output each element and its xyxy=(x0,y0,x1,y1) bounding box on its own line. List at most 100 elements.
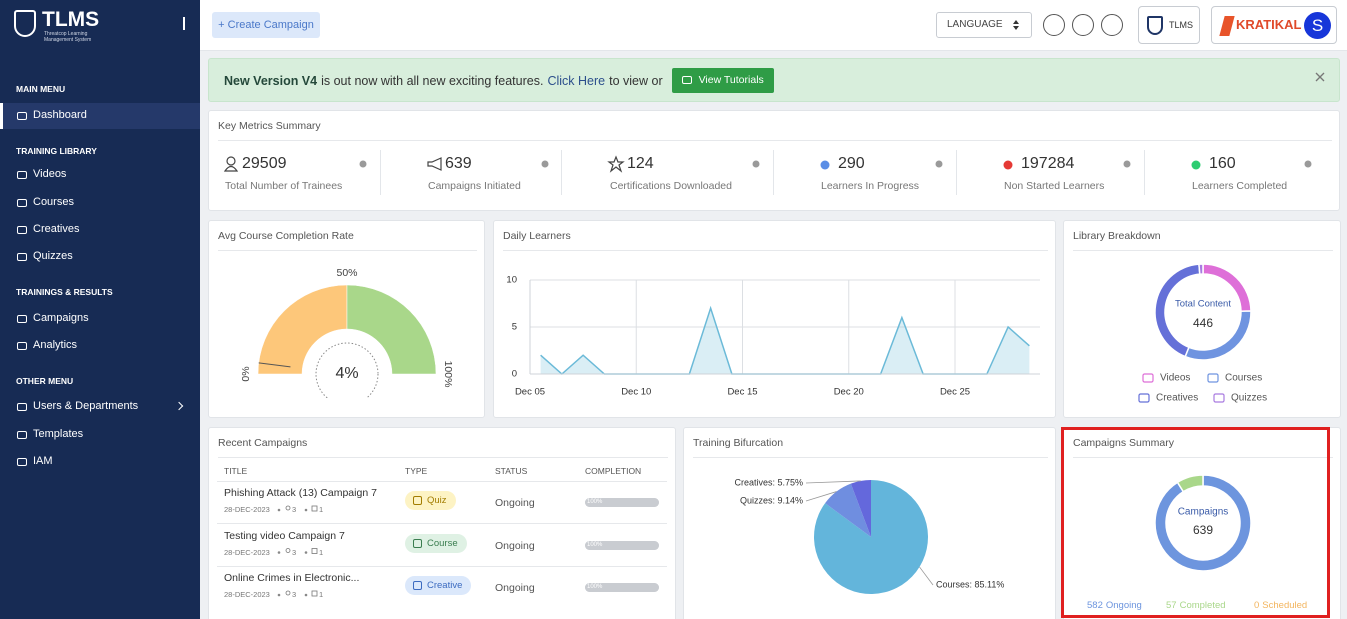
menu-section-title: OTHER MENU xyxy=(16,376,74,386)
table-header: STATUS xyxy=(495,466,528,476)
metric-divider xyxy=(380,150,381,195)
progress-label: 100% xyxy=(587,499,603,505)
campaign-title[interactable]: Online Crimes in Electronic... xyxy=(224,572,360,584)
language-select[interactable]: LANGUAGE xyxy=(936,12,1032,38)
card-title: Avg Course Completion Rate xyxy=(218,230,354,242)
menu-item[interactable]: Campaigns xyxy=(0,306,200,332)
select-arrow xyxy=(1013,20,1019,24)
menu-icon xyxy=(17,431,27,439)
metric-value: 197284 xyxy=(1021,155,1075,172)
metric-label: Total Number of Trainees xyxy=(225,180,343,192)
menu-section-title: TRAINING LIBRARY xyxy=(16,146,97,156)
table-rule xyxy=(217,523,667,524)
card-divider xyxy=(503,250,1048,251)
user-avatar[interactable]: S xyxy=(1304,12,1331,39)
menu-item[interactable]: Courses xyxy=(0,190,200,216)
card-divider xyxy=(1073,457,1333,458)
banner-suffix: to view or xyxy=(609,73,663,88)
icon-button[interactable] xyxy=(1072,14,1094,36)
table-rule xyxy=(217,481,667,482)
menu-icon xyxy=(17,315,27,323)
menu-icon xyxy=(17,171,27,179)
menu-item[interactable]: Videos xyxy=(0,162,200,188)
summary-legend: 0 Scheduled xyxy=(1254,600,1307,611)
menu-label: Creatives xyxy=(33,223,80,235)
campaign-title[interactable]: Phishing Attack (13) Campaign 7 xyxy=(224,487,377,499)
partner-mark xyxy=(1219,16,1235,36)
campaign-date: 28-DEC-2023 xyxy=(224,547,270,557)
icon-button[interactable] xyxy=(1043,14,1065,36)
campaign-status: Ongoing xyxy=(495,539,535,552)
menu-section-title: TRAININGS & RESULTS xyxy=(16,287,113,297)
campaign-modules: 1 xyxy=(319,505,324,514)
card-title: Library Breakdown xyxy=(1073,230,1161,242)
type-badge: Creative xyxy=(405,576,472,595)
card-title: Daily Learners xyxy=(503,230,571,242)
banner-link[interactable]: Click Here xyxy=(547,73,606,88)
metric-value: 29509 xyxy=(242,155,287,172)
menu-label: IAM xyxy=(33,455,53,467)
metric-divider xyxy=(956,150,957,195)
campaign-users: 3 xyxy=(292,547,297,557)
card-title: Campaigns Summary xyxy=(1073,437,1174,449)
collapse-button[interactable] xyxy=(176,17,185,30)
banner: New Version V4 is out now with all new ex… xyxy=(208,58,1340,102)
menu-label: Quizzes xyxy=(33,250,73,262)
select-arrow xyxy=(1013,26,1019,30)
metric-label: Learners Completed xyxy=(1192,180,1288,192)
create-campaign-button[interactable]: + Create Campaign xyxy=(212,12,320,38)
campaign-users: 3 xyxy=(292,505,297,514)
menu-item[interactable]: Creatives xyxy=(0,217,200,243)
summary-legend: 582 Ongoing xyxy=(1087,600,1142,611)
metric-divider xyxy=(561,150,562,195)
menu-item[interactable]: Templates xyxy=(0,422,200,448)
banner-text: New Version V4 is out now with all new ex… xyxy=(224,68,774,93)
campaign-title[interactable]: Testing video Campaign 7 xyxy=(224,529,345,542)
icon-button[interactable] xyxy=(1101,14,1123,36)
legend-name: Scheduled xyxy=(1262,600,1308,611)
menu-item[interactable]: Users & Departments xyxy=(0,394,200,420)
topbar: + Create Campaign LANGUAGE TLMS KRATIKAL S xyxy=(200,0,1347,51)
card-divider xyxy=(218,140,1332,141)
metric-label: Certifications Downloaded xyxy=(610,180,732,192)
tutorials-button[interactable]: View Tutorials xyxy=(671,68,774,93)
menu-item[interactable]: Analytics xyxy=(0,333,200,359)
product-name: TLMS xyxy=(1169,20,1194,30)
menu-item[interactable]: Dashboard xyxy=(0,103,200,129)
card-divider xyxy=(693,457,1048,458)
menu-item[interactable]: Quizzes xyxy=(0,244,200,270)
metric-divider xyxy=(773,150,774,195)
progress-track: 100% xyxy=(585,540,659,550)
menu-icon xyxy=(17,199,27,207)
menu-section-title: MAIN MENU xyxy=(16,84,66,94)
progress-track: 100% xyxy=(585,498,659,507)
card-title: Training Bifurcation xyxy=(693,437,784,449)
menu-label: Campaigns xyxy=(33,312,89,324)
card-title: Recent Campaigns xyxy=(218,437,308,449)
metric-label: Campaigns Initiated xyxy=(428,180,521,192)
legend-value: 57 xyxy=(1166,600,1177,611)
menu-icon xyxy=(17,342,27,350)
sidebar: TLMS Threatcop Learning Management System… xyxy=(0,0,200,619)
menu-icon xyxy=(17,226,27,234)
product-badge: TLMS xyxy=(1138,6,1200,44)
progress-fill xyxy=(585,498,659,507)
table-header: TITLE xyxy=(224,466,248,476)
type-icon xyxy=(413,581,422,590)
metric-divider xyxy=(1144,150,1145,195)
menu-label: Courses xyxy=(33,196,74,208)
legend-value: 582 xyxy=(1087,600,1103,611)
metric-value: 639 xyxy=(445,155,472,172)
brand-tagline: Threatcop Learning Management System xyxy=(44,31,92,43)
menu-label: Videos xyxy=(33,168,67,180)
card-title: Key Metrics Summary xyxy=(218,120,321,132)
partner-name: KRATIKAL xyxy=(1236,17,1302,32)
menu-chevron xyxy=(174,401,184,411)
close-button[interactable] xyxy=(1314,70,1328,84)
menu-item[interactable]: IAM xyxy=(0,449,200,475)
type-badge: Quiz xyxy=(405,491,456,510)
metrics-card: Key Metrics Summary xyxy=(208,110,1340,211)
campaign-modules: 1 xyxy=(319,590,324,599)
daily-learners-card: Daily Learners xyxy=(493,220,1056,418)
menu-label: Users & Departments xyxy=(33,400,139,412)
